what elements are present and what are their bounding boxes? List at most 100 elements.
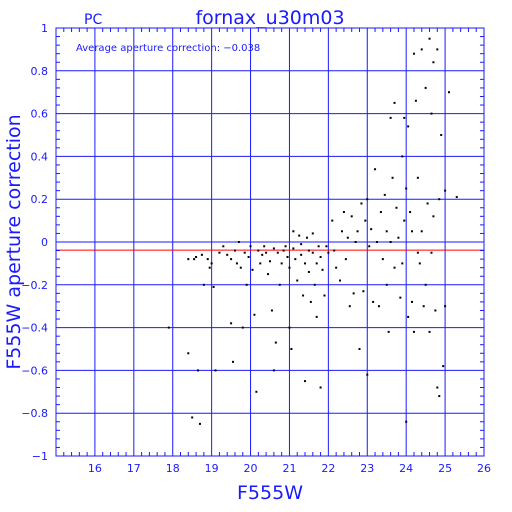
grid-lines <box>56 27 485 457</box>
data-point <box>212 285 215 288</box>
data-point <box>401 262 404 265</box>
data-point <box>426 202 429 205</box>
data-point <box>372 300 375 303</box>
data-point <box>200 253 203 256</box>
data-point <box>321 268 324 271</box>
data-point <box>302 294 305 297</box>
data-point <box>292 247 295 250</box>
data-point <box>366 373 369 376</box>
data-point <box>416 176 419 179</box>
data-point <box>249 245 252 248</box>
data-point <box>272 369 275 372</box>
data-point <box>358 348 361 350</box>
data-point <box>411 300 414 303</box>
x-tick-label: 25 <box>438 462 452 475</box>
data-point <box>350 215 353 218</box>
data-point <box>290 348 293 350</box>
data-point <box>447 91 450 94</box>
data-point <box>391 176 394 179</box>
y-tick-label: 0.6 <box>31 108 49 121</box>
data-point <box>323 294 326 297</box>
annotation: Average aperture correction: −0.038 <box>76 43 260 54</box>
data-point <box>309 300 312 303</box>
x-tick-label: 18 <box>166 462 180 475</box>
data-point <box>399 296 402 299</box>
x-tick-label: 21 <box>282 462 296 475</box>
data-point <box>235 262 238 265</box>
data-point <box>403 219 406 222</box>
y-tick-label: 0.4 <box>31 150 49 163</box>
data-point <box>296 279 299 282</box>
data-point <box>311 251 314 254</box>
data-point <box>317 245 320 248</box>
data-point <box>237 241 240 243</box>
data-point <box>195 255 198 258</box>
data-point <box>430 112 433 115</box>
y-tick-label: 0 <box>41 236 48 249</box>
y-tick-label: −0.2 <box>21 279 48 292</box>
data-point <box>360 202 363 205</box>
data-point <box>319 255 322 258</box>
data-point <box>424 86 427 89</box>
data-point <box>420 48 423 51</box>
x-axis-label: F555W <box>237 482 303 504</box>
data-point <box>230 322 233 325</box>
data-point <box>325 245 328 248</box>
data-point <box>278 283 281 286</box>
data-points <box>167 37 458 425</box>
data-point <box>198 422 201 425</box>
data-point <box>455 196 458 199</box>
data-point <box>364 219 367 222</box>
data-point <box>300 253 303 256</box>
data-point <box>251 268 254 271</box>
data-point <box>319 386 322 389</box>
data-point <box>387 330 390 333</box>
x-tick-label: 26 <box>477 462 491 475</box>
data-point <box>274 341 277 344</box>
data-point <box>226 253 229 256</box>
data-point <box>202 283 205 286</box>
data-point <box>385 283 388 286</box>
data-point <box>401 155 404 158</box>
data-point <box>434 309 437 312</box>
data-point <box>210 262 213 265</box>
data-point <box>346 236 349 239</box>
data-point <box>438 395 441 398</box>
x-tick-label: 24 <box>399 462 413 475</box>
data-point <box>305 236 308 239</box>
y-tick-label: −1 <box>32 450 48 463</box>
tick-marks <box>56 28 484 456</box>
data-point <box>267 273 270 276</box>
data-point <box>255 390 258 393</box>
data-point <box>288 266 291 269</box>
data-point <box>354 241 357 243</box>
data-point <box>193 258 196 261</box>
data-point <box>395 206 398 209</box>
data-point <box>397 236 400 239</box>
data-point <box>340 230 343 233</box>
data-point <box>430 251 433 254</box>
data-point <box>245 283 248 286</box>
data-point <box>418 262 421 265</box>
data-point <box>385 230 388 233</box>
data-point <box>414 99 417 102</box>
data-point <box>294 258 297 261</box>
data-point <box>311 232 314 235</box>
data-point <box>407 315 410 318</box>
data-point <box>444 189 447 192</box>
data-point <box>422 305 425 308</box>
data-point <box>243 251 246 254</box>
data-point <box>420 230 423 233</box>
data-point <box>269 260 271 263</box>
data-point <box>261 253 264 256</box>
y-tick-labels: −1 −0.8 −0.6 −0.4 −0.2 0 0.2 0.4 0.6 0.8 1 <box>21 22 48 463</box>
data-point <box>393 101 396 104</box>
data-point <box>208 266 211 269</box>
data-point <box>214 369 217 372</box>
data-point <box>342 211 345 214</box>
data-point <box>374 168 377 171</box>
data-point <box>405 420 408 423</box>
data-point <box>292 230 295 233</box>
data-point <box>167 326 170 329</box>
